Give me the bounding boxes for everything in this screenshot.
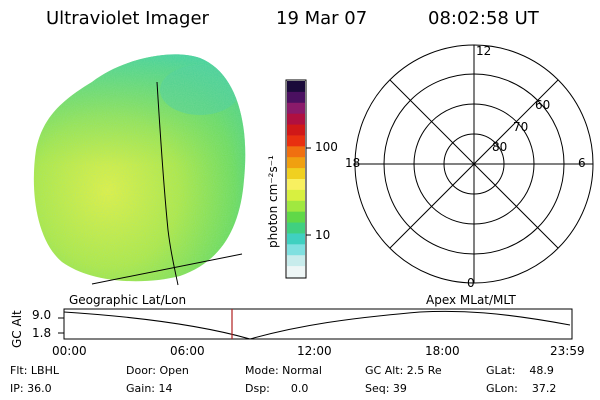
mlt-label-6: 6 xyxy=(578,156,586,170)
mode-info: Mode: Normal xyxy=(245,364,322,377)
mlat-label-60: 60 xyxy=(535,98,551,112)
altitude-plot xyxy=(58,308,573,340)
colorbar-cell xyxy=(287,244,305,256)
colorbar-cell xyxy=(287,211,305,224)
mlt-label-12: 12 xyxy=(476,44,492,58)
door-info: Door: Open xyxy=(126,364,189,377)
glon-info: GLon: 37.2 xyxy=(486,382,557,395)
gain-info: Gain: 14 xyxy=(126,382,173,395)
instrument-title: Ultraviolet Imager xyxy=(46,8,209,29)
time-label: 08:02:58 UT xyxy=(428,8,539,29)
colorbar-cell xyxy=(287,157,305,169)
colorbar-cell xyxy=(287,124,305,136)
colorbar-cell xyxy=(287,255,305,267)
colorbar-cell xyxy=(287,266,305,278)
colorbar-cell xyxy=(287,189,305,202)
colorbar-tick-100: 100 xyxy=(315,140,338,154)
geographic-latitude-line xyxy=(91,253,243,285)
colorbar-cell xyxy=(287,179,305,191)
time-tick-0000: 00:00 xyxy=(52,344,87,358)
colorbar-cell xyxy=(287,91,305,104)
polar-projection-label: Apex MLat/MLT xyxy=(426,293,516,307)
colorbar-cell xyxy=(287,113,305,126)
altitude-tick-1-8: 1.8 xyxy=(32,326,52,340)
colorbar-cell xyxy=(287,168,305,180)
gc-alt-info: GC Alt: 2.5 Re xyxy=(365,364,442,377)
colorbar-cell xyxy=(287,102,305,115)
colorbar-cell xyxy=(287,222,305,234)
seq-info: Seq: 39 xyxy=(365,382,407,395)
glat-info: GLat: 48.9 xyxy=(486,364,554,377)
date-label: 19 Mar 07 xyxy=(276,8,368,29)
polar-diagonal-2 xyxy=(389,79,559,249)
mlt-label-18: 18 xyxy=(345,156,361,170)
mlat-label-80: 80 xyxy=(492,140,508,154)
colorbar-cell xyxy=(287,200,305,213)
ip-info: IP: 36.0 xyxy=(10,382,52,395)
altitude-tick-9: 9.0 xyxy=(32,308,52,322)
altitude-y-label: GC Alt xyxy=(10,310,24,348)
colorbar-cell xyxy=(287,81,305,93)
mlat-label-70: 70 xyxy=(513,120,529,134)
uv-image xyxy=(33,54,246,286)
geographic-meridian-line xyxy=(156,81,179,286)
time-tick-2359: 23:59 xyxy=(550,344,585,358)
colorbar-cell xyxy=(287,233,305,245)
colorbar xyxy=(285,79,311,279)
colorbar-unit-label: photon cm⁻²s⁻¹ xyxy=(266,155,280,248)
time-tick-0600: 06:00 xyxy=(170,344,205,358)
colorbar-cell xyxy=(287,146,305,158)
time-tick-1200: 12:00 xyxy=(297,344,332,358)
altitude-curve xyxy=(63,310,571,340)
mlt-label-0: 0 xyxy=(467,276,475,290)
time-tick-1800: 18:00 xyxy=(425,344,460,358)
polar-plot xyxy=(354,44,594,284)
filter-info: Flt: LBHL xyxy=(10,364,59,377)
dsp-info: Dsp: 0.0 xyxy=(245,382,309,395)
colorbar-cell xyxy=(287,135,305,147)
colorbar-tick-10: 10 xyxy=(315,228,331,242)
image-projection-label: Geographic Lat/Lon xyxy=(69,293,187,307)
